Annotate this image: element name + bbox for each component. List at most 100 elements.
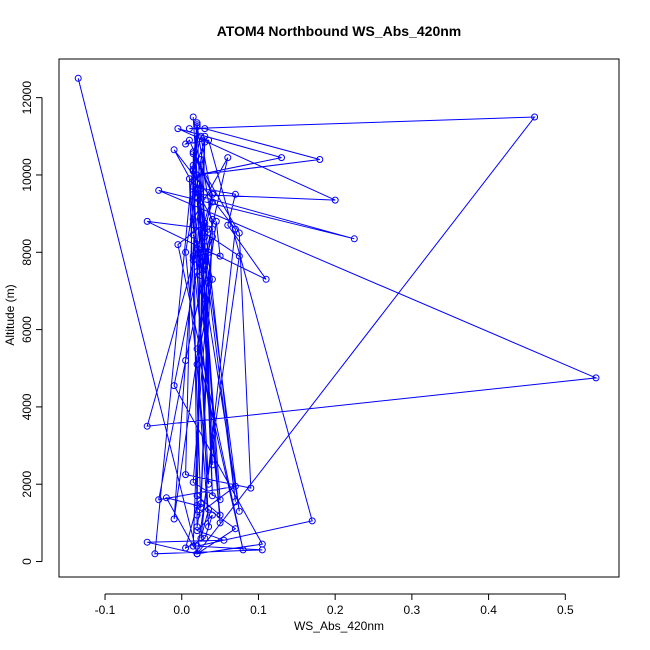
data-point [216, 496, 224, 504]
data-point [193, 119, 201, 127]
data-point [189, 256, 197, 264]
data-point [308, 517, 316, 525]
data-point [143, 538, 151, 546]
data-point [331, 196, 339, 204]
data-point [205, 480, 213, 488]
x-tick-label: 0.1 [250, 603, 267, 617]
data-point [235, 507, 243, 515]
data-point [201, 243, 209, 250]
data-point [174, 241, 182, 249]
data-point [189, 478, 197, 486]
data-point [185, 125, 193, 133]
data-point [231, 525, 239, 533]
data-point [278, 154, 285, 162]
data-point [189, 150, 197, 158]
data-point [193, 268, 201, 276]
x-axis: -0.1 0.0 0.1 0.2 0.3 0.4 0.5 [95, 593, 574, 617]
data-point [201, 534, 209, 542]
data-point [531, 113, 539, 121]
data-point [182, 140, 190, 148]
data-point [151, 550, 159, 558]
data-point [193, 171, 201, 179]
data-point [193, 527, 201, 535]
data-point [193, 511, 201, 519]
data-point [205, 225, 213, 233]
data-point [193, 360, 201, 368]
data-point [208, 461, 216, 469]
data-point [185, 136, 193, 144]
data-point [197, 272, 205, 279]
y-axis: 0 2000 4000 6000 8000 10000 12000 [20, 81, 43, 565]
data-point [189, 231, 197, 239]
data-point [193, 345, 201, 353]
data-point [193, 523, 201, 531]
data-point [201, 132, 209, 140]
data-point [235, 229, 243, 237]
data-point [205, 279, 213, 287]
data-point [193, 244, 201, 252]
data-point [182, 471, 190, 479]
data-point [231, 190, 239, 198]
data-point [193, 241, 201, 249]
data-point [201, 223, 209, 231]
data-point [182, 544, 190, 552]
data-point [185, 175, 193, 183]
data-point [193, 492, 201, 500]
data-point [201, 233, 209, 241]
data-point [208, 511, 216, 519]
y-tick-label: 8000 [20, 239, 34, 266]
data-point [231, 498, 239, 506]
data-point [239, 546, 247, 554]
y-tick-label: 12000 [20, 81, 34, 115]
data-point [592, 374, 600, 382]
data-point [197, 503, 205, 511]
data-point [220, 536, 228, 544]
data-point [189, 542, 197, 550]
data-point [262, 275, 270, 283]
data-point [182, 248, 190, 256]
plot-frame [58, 58, 620, 578]
data-point [197, 132, 205, 140]
data-point [201, 125, 209, 133]
data-point [216, 252, 224, 260]
y-tick-label: 4000 [20, 393, 34, 420]
data-point [189, 148, 197, 156]
data-point [170, 515, 178, 523]
chart-title: ATOM4 Northbound WS_Abs_420nm [217, 23, 462, 39]
data-point [143, 217, 151, 225]
x-tick-label: 0.2 [327, 603, 344, 617]
data-point [201, 260, 209, 268]
data-point [193, 123, 201, 131]
data-point [143, 422, 151, 430]
data-point [208, 492, 216, 500]
x-tick-label: 0.5 [557, 603, 574, 617]
y-tick-label: 2000 [20, 471, 34, 498]
data-point [231, 225, 239, 233]
data-point [174, 125, 182, 133]
data-point [235, 252, 243, 260]
data-point [208, 225, 216, 233]
data-point [205, 136, 213, 144]
data-point [193, 179, 201, 187]
data-point [155, 496, 163, 504]
data-point [205, 248, 213, 256]
data-point [212, 217, 220, 225]
data-point [162, 494, 170, 502]
data-point [197, 156, 205, 163]
data-point [208, 233, 216, 241]
data-point [205, 523, 213, 531]
data-point [189, 183, 197, 191]
data-point [201, 219, 209, 227]
series-layer [74, 74, 600, 558]
data-point [350, 235, 358, 243]
data-point [205, 505, 213, 513]
data-point [170, 146, 178, 154]
data-point [189, 190, 197, 198]
data-point [189, 252, 197, 260]
data-point [193, 542, 201, 550]
data-point [208, 215, 216, 223]
data-point [193, 550, 201, 558]
data-point [201, 295, 209, 303]
data-point [197, 534, 205, 542]
